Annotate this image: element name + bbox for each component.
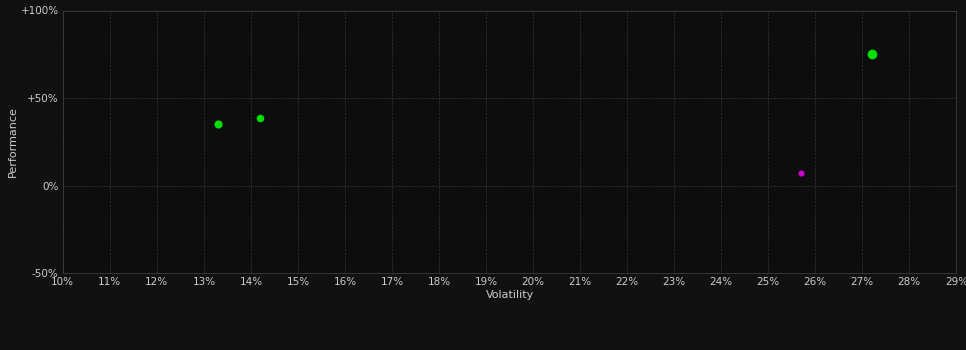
X-axis label: Volatility: Volatility [486,290,533,300]
Y-axis label: Performance: Performance [8,106,17,177]
Point [252,116,268,121]
Point [793,170,809,176]
Point [211,121,226,127]
Point [864,51,879,57]
